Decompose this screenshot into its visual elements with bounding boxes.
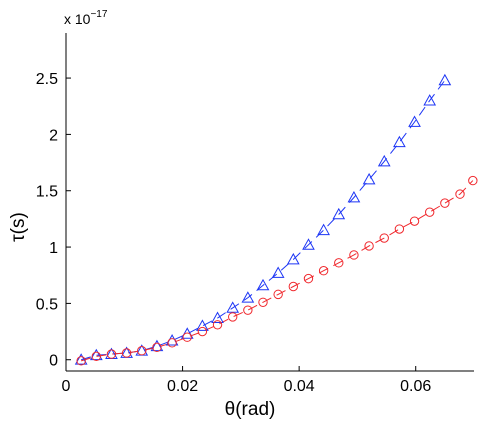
data-point-circle [106, 349, 117, 359]
data-point-circle [468, 175, 478, 186]
axes [65, 33, 474, 372]
data-point-triangle [408, 115, 421, 127]
data-point-circle [440, 198, 450, 208]
data-point-circle [243, 305, 253, 315]
data-point-circle [318, 266, 329, 276]
data-point-circle [273, 289, 283, 300]
data-point-triangle [241, 291, 255, 303]
data-point-circle [212, 320, 223, 330]
data-point-circle [303, 273, 314, 284]
data-point-circle [349, 250, 359, 260]
data-point-circle [197, 326, 208, 337]
fit-lines [81, 80, 474, 362]
y-exponent-label: x 10−17 [64, 9, 108, 27]
data-point-triangle [89, 348, 103, 361]
data-point-circle [409, 216, 420, 226]
data-point-triangle [377, 154, 391, 167]
data-point-circle [288, 281, 299, 292]
data-point-triangle [150, 339, 164, 352]
data-point-circle [364, 241, 374, 251]
data-point-circle [167, 338, 177, 348]
y-tick-label: 1.5 [36, 184, 58, 201]
data-point-triangle [347, 190, 361, 203]
x-tick-label: 0.06 [400, 378, 431, 395]
data-point-triangle [393, 135, 406, 148]
data-markers [74, 73, 478, 366]
data-point-circle [182, 332, 192, 342]
data-point-circle [394, 224, 405, 234]
data-point-triangle [317, 223, 330, 236]
data-point-triangle [362, 172, 376, 185]
y-tick-label: 1 [49, 240, 58, 257]
data-point-circle [91, 351, 102, 362]
ticks: 0 0.02 0.04 0.06 0 0.5 1 1.5 2 2.5 [36, 71, 432, 395]
x-tick-label: 0.02 [167, 378, 198, 395]
x-tick-label: 0.04 [284, 378, 315, 395]
data-point-triangle [438, 73, 452, 86]
data-point-circle [379, 233, 389, 243]
data-point-triangle [286, 252, 300, 265]
y-tick-label: 2 [49, 127, 58, 144]
fit-line-dashed [81, 180, 474, 362]
y-tick-label: 0.5 [36, 296, 58, 313]
data-point-circle [334, 258, 344, 268]
y-axis-title: τ(s) [8, 212, 29, 242]
y-tick-label: 2.5 [36, 71, 58, 88]
data-point-triangle [180, 327, 194, 339]
data-point-triangle [423, 94, 437, 106]
data-point-circle [227, 312, 238, 322]
data-point-circle [137, 346, 147, 356]
data-point-circle [76, 356, 86, 366]
data-point-triangle [74, 353, 88, 365]
data-point-circle [152, 342, 162, 353]
data-point-triangle [332, 207, 346, 220]
fit-line-dashed [81, 80, 446, 361]
y-tick-label: 0 [49, 353, 58, 370]
x-axis-title: θ(rad) [225, 399, 276, 420]
data-point-triangle [211, 311, 224, 323]
data-point-circle [258, 297, 268, 307]
data-point-triangle [196, 319, 209, 331]
y-exponent-base: x 10 [64, 11, 91, 27]
data-point-circle [425, 207, 435, 217]
data-point-circle [121, 348, 132, 358]
y-exponent-power: −17 [90, 9, 107, 20]
data-point-circle [455, 189, 465, 199]
data-point-triangle [271, 266, 285, 278]
data-point-triangle [302, 238, 315, 250]
x-tick-label: 0 [62, 378, 71, 395]
data-point-triangle [256, 278, 270, 291]
